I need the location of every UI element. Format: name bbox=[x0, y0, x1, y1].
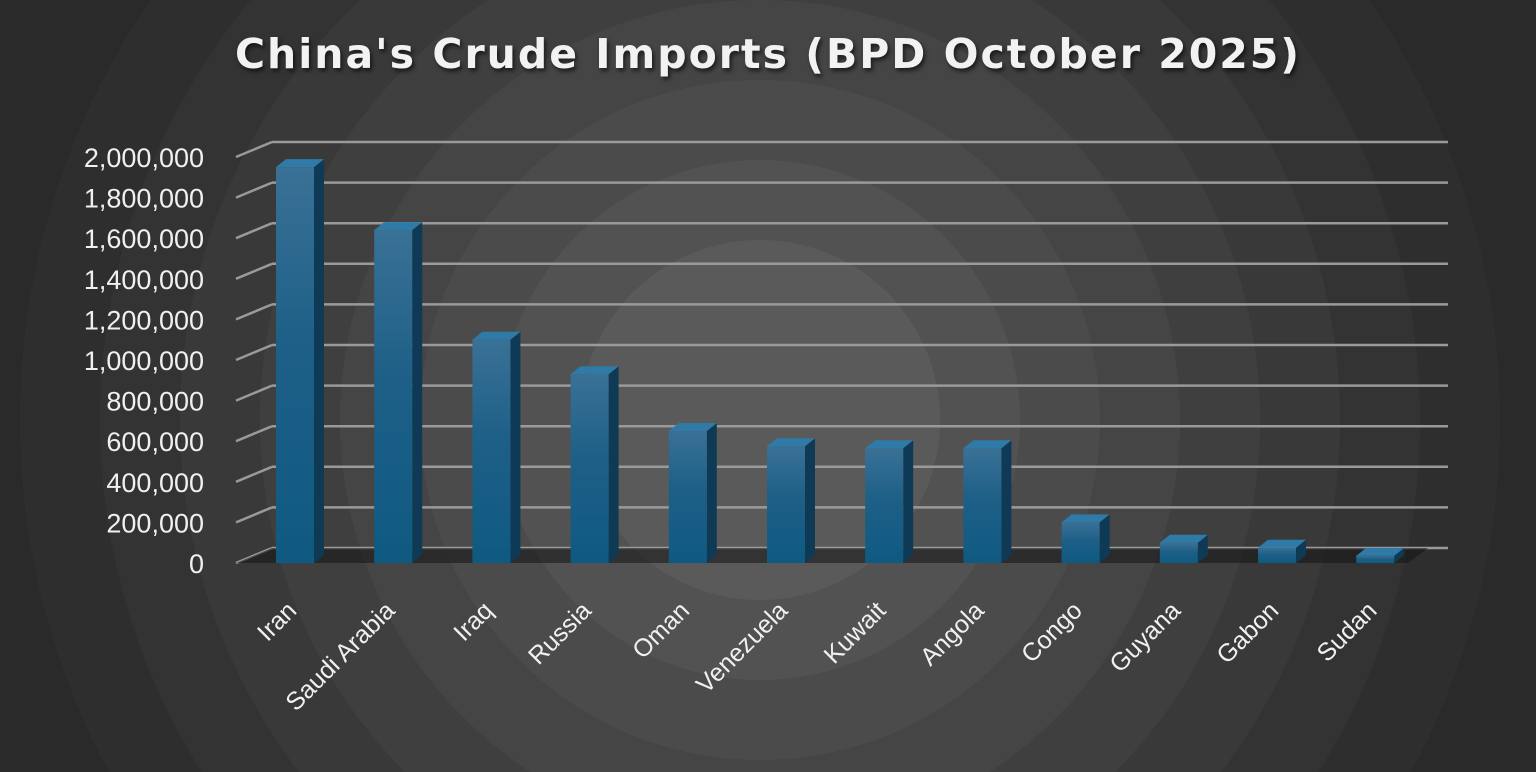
chart-floor bbox=[236, 548, 1428, 563]
y-tick-label: 600,000 bbox=[106, 427, 204, 457]
gridline-side bbox=[235, 303, 273, 321]
bar bbox=[570, 374, 609, 563]
y-tick-label: 400,000 bbox=[106, 468, 204, 498]
y-tick-label: 1,200,000 bbox=[84, 305, 204, 335]
bar-top bbox=[472, 331, 521, 340]
y-tick-label: 1,000,000 bbox=[84, 346, 204, 376]
x-tick-label: Kuwait bbox=[819, 596, 892, 669]
x-tick-label: Venezuela bbox=[691, 596, 793, 698]
gridline-side bbox=[235, 343, 273, 362]
bar-top bbox=[668, 423, 717, 432]
x-tick-label: Iraq bbox=[448, 596, 498, 646]
bar-side bbox=[1001, 440, 1012, 563]
gridline-side bbox=[235, 425, 273, 443]
bars bbox=[276, 159, 1405, 563]
bar bbox=[865, 448, 904, 563]
bar-side bbox=[1099, 514, 1110, 563]
gridline-side bbox=[235, 181, 273, 199]
bar-side bbox=[1394, 547, 1405, 563]
bar-top bbox=[276, 159, 324, 168]
bar bbox=[1159, 542, 1198, 563]
bar-side bbox=[805, 438, 815, 563]
x-tick-label: Angola bbox=[915, 596, 990, 671]
bar-top bbox=[1356, 547, 1405, 556]
y-axis-ticks: 0 200,000 400,000 600,000 800,000 1,000,000 1,… bbox=[84, 143, 204, 579]
bar bbox=[767, 446, 805, 563]
gridline-side bbox=[235, 140, 273, 159]
bar-top bbox=[1061, 514, 1110, 523]
bar bbox=[276, 167, 314, 563]
y-tick-label: 800,000 bbox=[106, 387, 204, 417]
x-tick-label: Iran bbox=[252, 596, 302, 646]
bar bbox=[668, 431, 707, 563]
y-tick-label: 0 bbox=[189, 549, 204, 579]
bar-side bbox=[412, 222, 423, 563]
gridline-side bbox=[235, 465, 273, 483]
bar-side bbox=[903, 440, 914, 563]
bar-top bbox=[963, 440, 1012, 449]
chart-title: China's Crude Imports (BPD October 2025) bbox=[234, 30, 1302, 78]
bar-side bbox=[1197, 534, 1208, 563]
y-tick-label: 1,600,000 bbox=[84, 224, 204, 254]
bar-top bbox=[1258, 539, 1306, 548]
gridline-side bbox=[235, 384, 273, 402]
bar-top bbox=[374, 222, 423, 231]
bar bbox=[1356, 555, 1395, 563]
bar bbox=[1061, 522, 1100, 563]
y-tick-label: 2,000,000 bbox=[84, 143, 204, 173]
y-tick-label: 1,400,000 bbox=[84, 265, 204, 295]
bar-side bbox=[314, 159, 324, 563]
gridline-side bbox=[235, 262, 273, 280]
floor-plane bbox=[236, 548, 1428, 563]
x-tick-label: Oman bbox=[627, 596, 695, 664]
x-tick-label: Sudan bbox=[1312, 596, 1383, 667]
x-tick-label: Guyana bbox=[1104, 596, 1186, 678]
bar bbox=[963, 448, 1002, 563]
x-tick-label: Gabon bbox=[1211, 596, 1284, 669]
bar bbox=[1258, 547, 1296, 563]
bar-top bbox=[1159, 534, 1208, 543]
bar-side bbox=[1296, 539, 1306, 563]
x-tick-label: Congo bbox=[1016, 596, 1088, 668]
y-tick-label: 200,000 bbox=[106, 508, 204, 538]
bar bbox=[472, 339, 511, 563]
bar-top bbox=[767, 438, 815, 447]
gridline-side bbox=[235, 222, 273, 240]
bar-side bbox=[510, 331, 521, 563]
y-tick-label: 1,800,000 bbox=[84, 184, 204, 214]
bar-top bbox=[865, 440, 914, 449]
bar bbox=[374, 230, 413, 563]
bar-side bbox=[706, 423, 717, 563]
gridline-side bbox=[235, 506, 273, 524]
x-tick-label: Russia bbox=[523, 596, 597, 670]
bar-top bbox=[570, 366, 619, 375]
bar-side bbox=[608, 366, 619, 563]
